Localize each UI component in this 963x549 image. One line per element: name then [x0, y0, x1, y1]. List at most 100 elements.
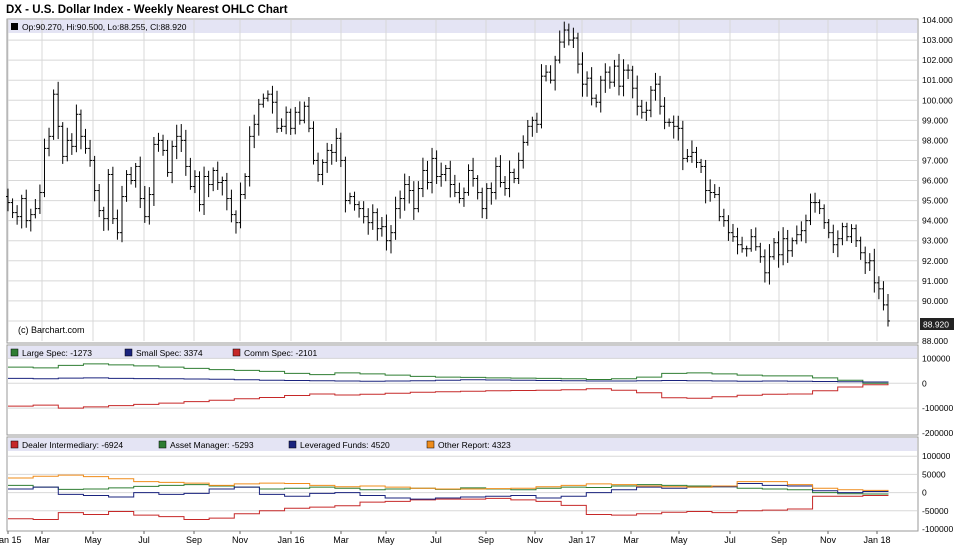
- ohlc-bar: [730, 223, 735, 242]
- x-tick-label: May: [670, 535, 688, 545]
- ohlc-bar: [598, 75, 603, 113]
- x-tick-label: May: [84, 535, 102, 545]
- price-legend: Op:90.270, Hi:90.500, Lo:88.255, Cl:88.9…: [22, 22, 187, 32]
- watermark: (c) Barchart.com: [18, 325, 85, 335]
- ohlc-bar: [781, 227, 786, 266]
- price-legend-icon: [11, 23, 18, 30]
- price-y-tick: 92.000: [922, 256, 948, 266]
- ohlc-bar: [42, 138, 47, 198]
- chart-title: DX - U.S. Dollar Index - Weekly Nearest …: [6, 4, 288, 16]
- ohlc-bar: [489, 182, 494, 205]
- ohlc-bar: [33, 198, 38, 219]
- ohlc-bar: [265, 90, 270, 102]
- ohlc-bar: [320, 159, 325, 186]
- x-tick-label: Jul: [724, 535, 736, 545]
- cot-disaggregated-panel: Dealer Intermediary: -6924 Asset Manager:…: [6, 436, 953, 534]
- ohlc-bar: [863, 246, 868, 274]
- ohlc-bar: [60, 122, 65, 164]
- ohlc-bar: [794, 225, 799, 245]
- ohlc-bar: [284, 106, 289, 135]
- ohlc-bar: [726, 215, 731, 241]
- x-tick-label: Jan 16: [277, 535, 304, 545]
- ohlc-bar: [252, 114, 257, 149]
- ohlc-bar: [502, 176, 507, 196]
- ohlc-bar: [343, 156, 348, 213]
- ohlc-bar: [849, 224, 854, 243]
- cot-series-line: [8, 363, 889, 384]
- cot-series-line: [8, 377, 889, 383]
- ohlc-bar: [534, 112, 539, 133]
- ohlc-bar: [306, 96, 311, 133]
- x-tick-label: Mar: [623, 535, 639, 545]
- ohlc-bar: [101, 206, 106, 231]
- ohlc-bar: [822, 204, 827, 229]
- price-y-tick: 100.000: [922, 95, 953, 105]
- legend-entry: Large Spec: -1273: [22, 348, 92, 358]
- ohlc-bar: [197, 171, 202, 212]
- ohlc-bar: [407, 176, 412, 204]
- ohlc-bar: [676, 115, 681, 141]
- ohlc-bar: [580, 52, 585, 97]
- ohlc-bar: [416, 181, 421, 213]
- ohlc-bar: [767, 244, 772, 285]
- legend-entry: Asset Manager: -5293: [170, 440, 254, 450]
- legend-swatch: [232, 348, 241, 357]
- ohlc-bar: [147, 187, 152, 225]
- ohlc-bar: [19, 194, 24, 229]
- ohlc-bar: [37, 184, 42, 214]
- ohlc-bar: [749, 229, 754, 252]
- ohlc-bar: [484, 183, 489, 220]
- ohlc-bar: [106, 169, 111, 231]
- ohlc-bar: [202, 166, 207, 215]
- ohlc-bar: [562, 21, 567, 48]
- legend-swatch: [10, 348, 19, 357]
- ohlc-bar: [233, 210, 238, 234]
- legend-swatch: [158, 440, 167, 449]
- ohlc-bar: [361, 201, 366, 224]
- ohlc-bar: [826, 219, 831, 239]
- cot-y-tick: 0: [922, 378, 927, 388]
- ohlc-bar: [69, 133, 74, 155]
- ohlc-bar: [772, 238, 777, 260]
- ohlc-bar: [867, 253, 872, 271]
- ohlc-bar: [425, 160, 430, 190]
- price-y-tick: 99.000: [922, 115, 948, 125]
- ohlc-bar: [366, 208, 371, 235]
- ohlc-bar: [288, 108, 293, 135]
- ohlc-bar: [844, 222, 849, 242]
- ohlc-bar: [192, 170, 197, 194]
- ohlc-bar: [74, 104, 79, 153]
- ohlc-bar: [352, 191, 357, 211]
- ohlc-bar: [183, 129, 188, 176]
- cot-y-tick: 50000: [922, 469, 946, 479]
- x-tick-label: May: [377, 535, 395, 545]
- cot-y-tick: 0: [922, 488, 927, 498]
- price-y-tick: 93.000: [922, 236, 948, 246]
- ohlc-bar: [799, 221, 804, 242]
- ohlc-bar: [384, 214, 389, 251]
- legend-entry: Leveraged Funds: 4520: [300, 440, 390, 450]
- ohlc-bar: [548, 65, 553, 84]
- price-y-tick: 90.000: [922, 296, 948, 306]
- ohlc-bar: [493, 157, 498, 200]
- ohlc-bar: [831, 224, 836, 254]
- x-tick-label: Jan 15: [0, 535, 22, 545]
- ohlc-bar: [28, 208, 33, 232]
- ohlc-bar: [835, 230, 840, 258]
- ohlc-bar: [430, 147, 435, 194]
- ohlc-bar: [215, 161, 220, 190]
- ohlc-bar: [744, 245, 749, 257]
- ohlc-bar: [78, 109, 83, 150]
- ohlc-bar: [689, 140, 694, 163]
- ohlc-bar: [411, 181, 416, 220]
- cot-y-tick: -100000: [922, 524, 953, 534]
- ohlc-bar: [653, 72, 658, 101]
- ohlc-bar: [840, 222, 845, 246]
- legend-entry: Other Report: 4323: [438, 440, 511, 450]
- ohlc-bar: [717, 186, 722, 222]
- ohlc-bar: [420, 157, 425, 198]
- x-tick-label: Mar: [34, 535, 50, 545]
- price-y-tick: 95.000: [922, 196, 948, 206]
- ohlc-bar: [452, 174, 457, 198]
- ohlc-bar: [6, 188, 10, 212]
